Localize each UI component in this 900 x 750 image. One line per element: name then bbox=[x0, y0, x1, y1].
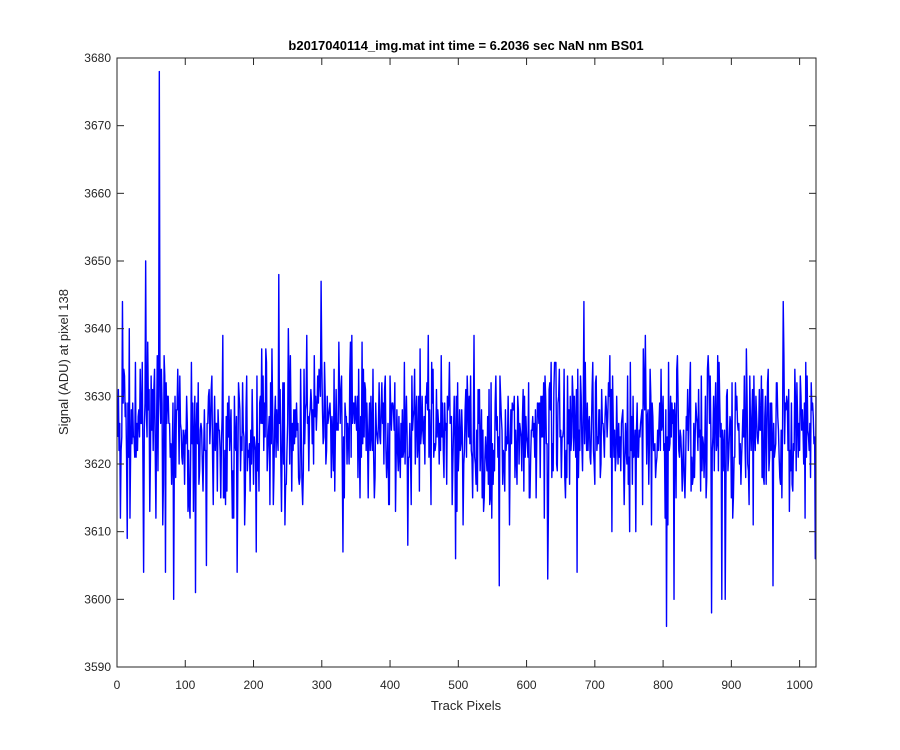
x-tick-label: 200 bbox=[244, 678, 264, 692]
y-tick-label: 3670 bbox=[84, 119, 111, 133]
chart-title: b2017040114_img.mat int time = 6.2036 se… bbox=[288, 38, 643, 53]
y-axis: 3590 3600 3610 3620 3630 3640 3650 3660 3670 3680 bbox=[84, 51, 816, 674]
x-tick-label: 600 bbox=[517, 678, 537, 692]
x-tick-label: 1000 bbox=[786, 678, 813, 692]
y-tick-label: 3680 bbox=[84, 51, 111, 65]
y-axis-title: Signal (ADU) at pixel 138 bbox=[56, 289, 71, 435]
x-tick-label: 300 bbox=[312, 678, 332, 692]
x-tick-label: 700 bbox=[585, 678, 605, 692]
x-tick-label: 500 bbox=[448, 678, 468, 692]
x-tick-label: 100 bbox=[175, 678, 195, 692]
plot-frame bbox=[116, 57, 817, 668]
y-tick-label: 3650 bbox=[84, 254, 111, 268]
y-tick-label: 3620 bbox=[84, 457, 111, 471]
y-tick-label: 3660 bbox=[84, 186, 111, 200]
series-layer bbox=[116, 70, 817, 628]
x-tick-label: 0 bbox=[114, 678, 121, 692]
y-tick-label: 3630 bbox=[84, 389, 111, 403]
y-tick-label: 3640 bbox=[84, 322, 111, 336]
x-tick-label: 900 bbox=[721, 678, 741, 692]
x-axis-title: Track Pixels bbox=[431, 698, 502, 713]
x-tick-label: 400 bbox=[380, 678, 400, 692]
y-tick-label: 3600 bbox=[84, 592, 111, 606]
series-line bbox=[116, 70, 817, 628]
y-tick-label: 3610 bbox=[84, 525, 111, 539]
plot-area-background bbox=[117, 58, 816, 667]
x-tick-label: 800 bbox=[653, 678, 673, 692]
x-axis: 0 100 200 300 400 500 600 700 800 900 1000 bbox=[114, 58, 813, 692]
y-tick-label: 3590 bbox=[84, 660, 111, 674]
